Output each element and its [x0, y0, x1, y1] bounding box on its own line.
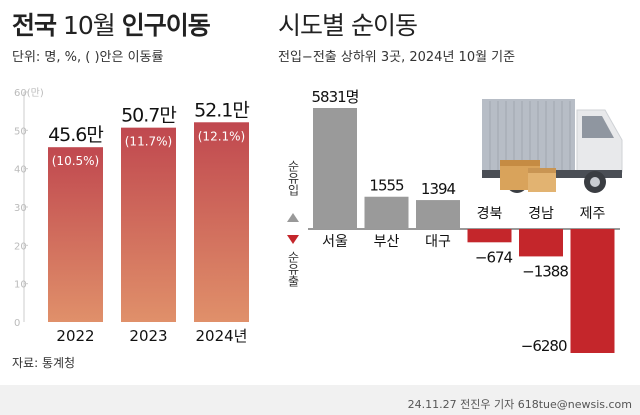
bar-value-label: 1394: [421, 180, 456, 198]
outflow-arrow-icon: [287, 235, 299, 244]
truck-illustration: [482, 99, 623, 193]
left-bars: 45.6만 (10.5%) 2022 50.7만 (11.7%) 2023 52.1만 (12…: [48, 99, 250, 345]
bar-2023: [121, 127, 176, 323]
title-part-2: 10월: [62, 11, 116, 40]
bar-value-label: 5831명: [312, 88, 359, 106]
left-y-ticks: 0 10 20 30 40 50 60(만): [14, 87, 44, 329]
bar-value-label: −674: [475, 248, 513, 266]
inflow-arrow-icon: [287, 213, 299, 222]
subtitle: 시도별 순이동: [278, 11, 418, 40]
category-label: 경남: [528, 206, 554, 222]
title-part-3: 인구이동: [121, 11, 211, 40]
bar-value-label: −6280: [521, 337, 567, 355]
bar-서울: [313, 108, 357, 229]
left-y-tick-label: 50: [14, 126, 27, 137]
category-label: 제주: [580, 206, 606, 222]
left-y-tick-label: 60(만): [14, 87, 44, 99]
left-y-tick-label: 0: [14, 318, 20, 329]
category-label: 2023: [129, 327, 167, 345]
bar-rate-label: (12.1%): [198, 129, 245, 143]
category-label: 부산: [374, 234, 400, 250]
bar-경남: [519, 229, 563, 257]
left-y-tick-label: 20: [14, 241, 27, 252]
title-part-1: 전국: [12, 11, 57, 40]
left-y-tick-label: 40: [14, 165, 27, 176]
bar-value-label: 50.7만: [121, 105, 176, 127]
category-label: 서울: [322, 234, 348, 250]
category-label: 대구: [425, 234, 451, 250]
category-label: 경북: [477, 206, 503, 222]
bar-부산: [364, 196, 409, 229]
bar-value-label: 52.1만: [194, 99, 249, 121]
outflow-label: 순유출: [286, 251, 300, 287]
subtitle-note: 전입−전출 상하위 3곳, 2024년 10월 기준: [278, 50, 516, 65]
left-y-tick-label: 30: [14, 203, 27, 214]
bar-rate-label: (10.5%): [52, 154, 99, 168]
bar-2022: [48, 147, 103, 322]
unit-note: 단위: 명, %, ( )안은 이동률: [12, 50, 164, 65]
category-label: 2024년: [196, 327, 248, 345]
bar-경북: [467, 229, 512, 243]
bar-제주: [570, 229, 615, 353]
category-label: 2022: [56, 327, 94, 345]
bar-value-label: 45.6만: [48, 124, 103, 146]
chart-title: 전국 10월 인구이동: [12, 6, 211, 42]
bar-value-label: 1555: [369, 177, 404, 195]
left-y-tick-label: 10: [14, 280, 27, 291]
source-note: 자료: 통계청: [12, 356, 76, 370]
bar-대구: [416, 200, 460, 229]
bar-value-label: −1388: [522, 262, 568, 280]
bar-2024년: [194, 122, 249, 323]
credit-bar: [0, 385, 640, 415]
bar-rate-label: (11.7%): [125, 135, 172, 149]
inflow-label: 순유입: [286, 160, 300, 196]
credit-text: 24.11.27 전진우 기자 618tue@newsis.com: [407, 398, 632, 411]
